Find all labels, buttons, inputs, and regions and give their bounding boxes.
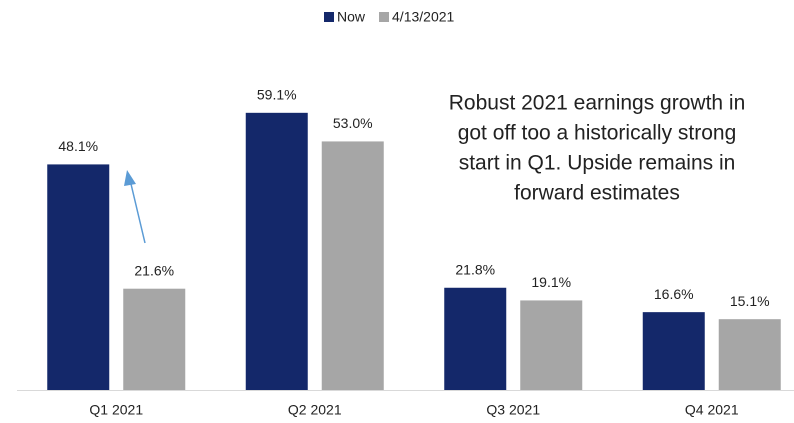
x-tick-label: Q1 2021 [89, 402, 143, 418]
bar [321, 141, 384, 390]
legend-label: 4/13/2021 [392, 9, 454, 25]
data-label: 21.6% [134, 262, 174, 278]
arrow [124, 170, 146, 244]
data-label: 19.1% [531, 274, 571, 290]
legend-swatch [379, 12, 390, 22]
data-label: 16.6% [654, 286, 694, 302]
x-tick-label: Q2 2021 [288, 402, 342, 418]
x-tick-label: Q4 2021 [685, 402, 739, 418]
arrow-head [124, 170, 136, 186]
legend-swatch [324, 12, 334, 22]
data-label: 21.8% [455, 261, 495, 277]
data-label: 15.1% [730, 293, 770, 309]
annotation: start in Q1. Upside remains in [459, 152, 736, 175]
arrow-line [130, 183, 146, 244]
x-tick-label: Q3 2021 [486, 402, 540, 418]
bar [520, 300, 583, 390]
bar [444, 287, 507, 390]
bar [123, 288, 186, 390]
legend-label: Now [337, 9, 366, 25]
bar [718, 319, 781, 390]
data-label: 53.0% [333, 115, 373, 131]
bar [642, 312, 705, 390]
annotation: Robust 2021 earnings growth in [449, 92, 746, 115]
bar [47, 164, 110, 390]
annotation: forward estimates [514, 182, 680, 205]
annotation: got off too a historically strong [458, 122, 737, 145]
data-label: 48.1% [58, 138, 98, 154]
data-label: 59.1% [257, 87, 297, 103]
bar [245, 112, 308, 391]
